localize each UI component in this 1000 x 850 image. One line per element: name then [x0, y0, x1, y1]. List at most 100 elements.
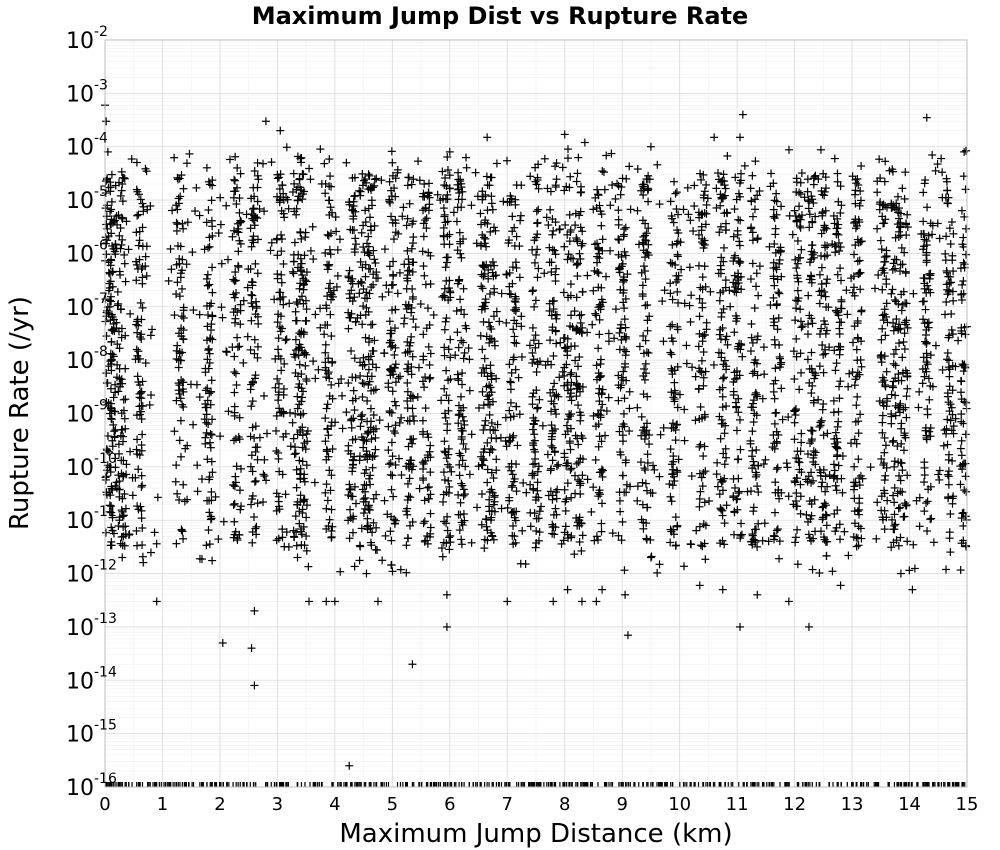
data-point [594, 344, 603, 353]
data-point [359, 379, 368, 388]
x-tick-label: 10 [668, 794, 691, 815]
data-point [747, 319, 756, 328]
data-point [655, 560, 664, 569]
data-point [229, 436, 238, 445]
data-point [355, 186, 364, 195]
data-point [526, 172, 535, 181]
data-point [235, 342, 244, 351]
data-point [793, 286, 802, 295]
data-point [576, 207, 585, 216]
x-tick-label: 12 [783, 794, 806, 815]
data-point [782, 459, 791, 468]
data-point [380, 496, 389, 505]
data-point [115, 485, 124, 494]
data-point [733, 455, 742, 464]
x-tick-label: 14 [898, 794, 921, 815]
data-point [752, 282, 761, 291]
data-point [738, 352, 747, 361]
data-point [508, 531, 517, 540]
data-point [644, 348, 653, 357]
data-point [120, 489, 129, 498]
data-point [179, 534, 188, 543]
data-point [230, 388, 239, 397]
data-point [119, 522, 128, 531]
data-point [856, 410, 865, 419]
data-point [598, 235, 607, 244]
data-point [533, 219, 542, 228]
data-point [365, 334, 374, 343]
data-point [236, 169, 245, 178]
data-point [922, 499, 931, 508]
data-point [172, 396, 181, 405]
data-point [133, 541, 142, 550]
data-point [735, 237, 744, 246]
data-point [357, 228, 366, 237]
y-tick-label: 10-8 [66, 344, 108, 374]
data-point [658, 297, 667, 306]
data-point [835, 318, 844, 327]
data-point [291, 335, 300, 344]
data-point [114, 387, 123, 396]
data-point [791, 538, 800, 547]
data-point [882, 275, 891, 284]
data-point [228, 232, 237, 241]
data-point [673, 275, 682, 284]
data-point [310, 478, 319, 487]
data-point [942, 232, 951, 241]
data-point [106, 357, 115, 366]
data-point [643, 300, 652, 309]
data-point [771, 340, 780, 349]
data-point [808, 241, 817, 250]
data-point [774, 288, 783, 297]
data-point [712, 470, 721, 479]
data-point [877, 506, 886, 515]
data-point [399, 203, 408, 212]
data-point [290, 238, 299, 247]
data-point [361, 206, 370, 215]
data-point [108, 326, 117, 335]
data-point [534, 264, 543, 273]
data-point [389, 427, 398, 436]
data-point [880, 177, 889, 186]
data-point [207, 457, 216, 466]
data-point [929, 538, 938, 547]
data-point [203, 281, 212, 290]
data-point [204, 344, 213, 353]
data-point [207, 216, 216, 225]
data-point [903, 384, 912, 393]
data-point [358, 378, 367, 387]
data-point [178, 284, 187, 293]
data-point [925, 395, 934, 404]
data-point [717, 253, 726, 262]
data-point [117, 375, 126, 384]
data-point [106, 187, 115, 196]
data-point [625, 162, 634, 171]
data-point [179, 480, 188, 489]
data-point [670, 378, 679, 387]
data-point [403, 266, 412, 275]
data-point [179, 184, 188, 193]
data-point [563, 154, 572, 163]
data-point [720, 429, 729, 438]
data-point [454, 195, 463, 204]
data-point [179, 224, 188, 233]
data-point [446, 335, 455, 344]
data-point [834, 461, 843, 470]
data-point [289, 169, 298, 178]
data-point [697, 473, 706, 482]
data-point [363, 396, 372, 405]
data-point [413, 393, 422, 402]
data-point [948, 330, 957, 339]
data-point [301, 276, 310, 285]
data-point [570, 307, 579, 316]
data-point [959, 419, 968, 428]
data-point [843, 310, 852, 319]
data-point [182, 260, 191, 269]
data-point [202, 541, 211, 550]
data-point [233, 333, 242, 342]
data-point [418, 416, 427, 425]
data-point [142, 271, 151, 280]
data-point [408, 292, 417, 301]
data-point [378, 292, 387, 301]
data-point [666, 348, 675, 357]
